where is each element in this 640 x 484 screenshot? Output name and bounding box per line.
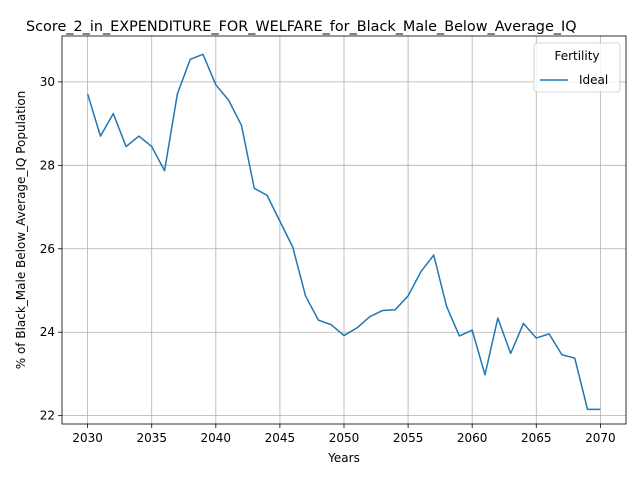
y-tick-label: 26 [40,242,55,256]
legend: Fertility Ideal [533,42,621,93]
grid [62,36,626,424]
x-tick-label: 2065 [521,431,552,445]
x-axis-label: Years [327,451,360,465]
y-tick-label: 30 [40,75,55,89]
y-tick-label: 28 [40,158,55,172]
series-line-ideal [86,53,601,411]
x-tick-label: 2060 [457,431,488,445]
x-tick-label: 2070 [585,431,616,445]
x-tick-label: 2045 [265,431,296,445]
legend-entry-label: Ideal [579,73,608,87]
y-ticks: 22 24 26 28 30 [40,75,62,423]
legend-title: Fertility [554,49,599,63]
x-tick-label: 2050 [329,431,360,445]
x-ticks: 2030 2035 2040 2045 2050 2055 2060 2065 2070 [72,424,616,445]
x-tick-label: 2040 [201,431,232,445]
y-tick-label: 22 [40,409,55,423]
y-axis-label: % of Black_Male Below_Average_IQ Populat… [14,91,28,370]
series-layer [86,53,601,411]
x-tick-label: 2055 [393,431,424,445]
x-tick-label: 2035 [136,431,167,445]
chart-title: Score_2_in_EXPENDITURE_FOR_WELFARE_for_B… [26,19,577,35]
x-tick-label: 2030 [72,431,103,445]
y-tick-label: 24 [40,325,55,339]
